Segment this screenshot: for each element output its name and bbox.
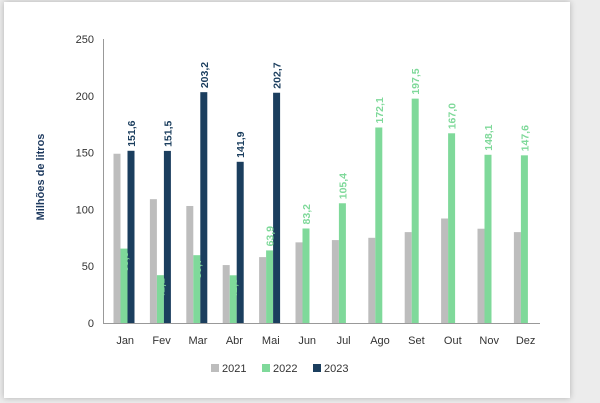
bar-2021 <box>113 153 121 323</box>
data-label-2023: 151,5 <box>162 120 174 146</box>
data-label-2022: 42,1 <box>155 278 167 299</box>
y-axis-label: Milhões de litros <box>35 134 47 221</box>
data-label-2022: 105,4 <box>337 173 349 199</box>
legend-swatch-2021 <box>211 364 219 372</box>
bar-2022 <box>375 127 383 323</box>
y-tick-label: 250 <box>76 34 94 46</box>
bar-2021 <box>295 242 303 323</box>
y-tick-label: 50 <box>82 261 94 273</box>
legend-label-2021: 2021 <box>222 363 246 375</box>
y-tick-label: 150 <box>76 148 94 160</box>
bar-2022 <box>120 248 128 323</box>
bar-2021 <box>149 199 157 323</box>
data-label-2022: 42,0 <box>228 278 240 299</box>
x-tick-label: Fev <box>152 335 171 347</box>
bar-2022 <box>266 250 274 323</box>
data-label-2022: 197,5 <box>410 68 422 94</box>
bar-2021 <box>222 265 230 323</box>
data-label-2022: 172,1 <box>374 97 386 123</box>
data-label-2022: 147,6 <box>519 125 531 151</box>
bar-2021 <box>441 218 449 323</box>
bar-2022 <box>302 228 310 323</box>
bar-2023 <box>127 150 135 323</box>
y-tick-label: 200 <box>76 91 94 103</box>
x-tick-label: Abr <box>226 335 243 347</box>
legend-swatch-2023 <box>313 364 321 372</box>
bar-2022 <box>193 255 201 323</box>
legend-label-2023: 2023 <box>324 363 348 375</box>
legend-label-2022: 2022 <box>273 363 297 375</box>
bar-2021 <box>513 232 521 323</box>
bar-2023 <box>163 150 171 323</box>
bar-2023 <box>200 92 208 324</box>
bar-2022 <box>520 155 528 323</box>
bar-chart: Milhões de litros 0 50 100 150 200 250 65,5 15… <box>35 34 540 375</box>
data-label-2023: 151,6 <box>126 120 138 146</box>
data-label-2023: 141,9 <box>235 131 247 157</box>
x-tick-label: Set <box>408 335 425 347</box>
data-label-2022: 167,0 <box>447 103 459 129</box>
chart-card: Milhões de litros 0 50 100 150 200 250 65,5 15… <box>4 2 570 398</box>
bar-2022 <box>411 98 419 323</box>
bar-2021 <box>331 240 339 323</box>
bar-2022 <box>156 275 164 323</box>
bar-2021 <box>259 257 267 323</box>
bar-2021 <box>477 228 485 323</box>
y-tick-label: 100 <box>76 204 94 216</box>
bar-2021 <box>186 205 194 323</box>
x-tick-label: Nov <box>479 335 499 347</box>
bar-2022 <box>229 275 237 323</box>
y-tick-label: 0 <box>88 318 94 330</box>
x-tick-label: Jun <box>298 335 316 347</box>
bar-2022 <box>448 133 456 323</box>
data-label-2022: 65,5 <box>119 251 131 272</box>
x-tick-label: Mai <box>262 335 280 347</box>
legend-swatch-2022 <box>262 364 270 372</box>
data-label-2022: 83,2 <box>301 204 313 225</box>
x-tick-label: Jan <box>116 335 134 347</box>
bar-2023 <box>273 92 281 323</box>
bar-2022 <box>484 154 492 323</box>
data-label-2023: 203,2 <box>199 62 211 88</box>
data-label-2022: 63,9 <box>265 226 277 247</box>
data-label-2023: 202,7 <box>272 62 284 88</box>
x-tick-label: Out <box>444 335 462 347</box>
bar-2021 <box>368 237 376 323</box>
bar-2021 <box>404 232 412 323</box>
bar-2023 <box>236 161 244 323</box>
data-label-2022: 59,7 <box>192 258 204 279</box>
x-tick-label: Ago <box>370 335 390 347</box>
x-tick-label: Jul <box>337 335 351 347</box>
x-tick-label: Dez <box>516 335 536 347</box>
data-label-2022: 148,1 <box>483 124 495 150</box>
bar-2022 <box>338 203 346 323</box>
x-tick-label: Mar <box>189 335 208 347</box>
